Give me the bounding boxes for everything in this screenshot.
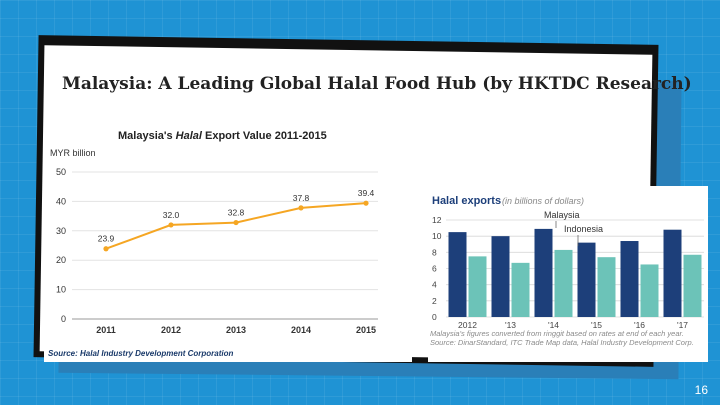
line-chart-xtick-label: 2013	[226, 325, 246, 335]
legend-indonesia: Indonesia	[564, 224, 603, 234]
line-chart-data-label: 23.9	[98, 234, 115, 244]
line-chart-title: Malaysia's Halal Export Value 2011-2015	[118, 130, 327, 142]
line-chart-point	[103, 246, 109, 252]
slide-title-main: Malaysia: A Leading Global Halal Food Hu…	[62, 74, 477, 94]
bar-indonesia	[511, 262, 530, 317]
line-chart-ytick-label: 50	[56, 167, 66, 177]
legend-malaysia: Malaysia	[544, 210, 580, 220]
line-chart-data-label: 37.8	[293, 193, 310, 203]
bar-indonesia	[597, 257, 616, 317]
slide-title-source: (by HKTDC Research)	[482, 74, 692, 94]
bar-chart-ytick-label: 12	[432, 215, 442, 225]
bar-chart-svg: Halal exports (in billions of dollars) 0…	[430, 195, 704, 347]
bar-chart-xtick-label: '15	[591, 320, 602, 330]
line-chart-ytick-label: 40	[56, 196, 66, 206]
line-chart-xtick-label: 2011	[96, 325, 116, 335]
bar-malaysia	[577, 242, 596, 317]
bar-chart-ytick-label: 6	[432, 264, 437, 274]
line-chart-point	[233, 219, 239, 226]
bar-malaysia	[534, 228, 553, 317]
bar-chart-subtitle: (in billions of dollars)	[502, 196, 584, 206]
bar-chart-xtick-label: 2012	[458, 320, 477, 330]
bar-malaysia	[620, 241, 639, 317]
line-chart-xtick-label: 2014	[291, 325, 311, 335]
bar-malaysia	[448, 232, 467, 317]
line-chart-data-label: 32.8	[228, 208, 245, 218]
bar-chart-ytick-label: 8	[432, 247, 437, 257]
line-chart-data-label: 39.4	[358, 188, 375, 198]
bar-chart-title: Halal exports	[432, 195, 501, 207]
line-chart-ytick-label: 10	[56, 285, 66, 295]
bar-chart-xtick-label: '17	[677, 320, 688, 330]
line-chart-ytick-label: 0	[61, 314, 66, 324]
bar-chart-ytick-label: 0	[432, 312, 437, 322]
line-chart-ylabel: MYR billion	[50, 148, 96, 158]
line-chart-point	[298, 205, 304, 211]
halal-exports-bar-chart: Halal exports (in billions of dollars) 0…	[428, 186, 708, 362]
bar-indonesia	[640, 264, 659, 317]
line-chart-data-label: 32.0	[163, 210, 180, 220]
bar-chart-xtick-label: '14	[548, 320, 559, 330]
line-chart-point	[363, 200, 369, 206]
bar-indonesia	[468, 256, 487, 317]
bar-chart-note-box: Malaysia's figures converted from ringgi…	[430, 330, 694, 347]
halal-export-line-chart: Malaysia's Halal Export Value 2011-2015 …	[44, 122, 412, 362]
line-chart-xtick-label: 2015	[356, 325, 376, 335]
bar-chart-xtick-label: '13	[505, 320, 516, 330]
bar-chart-ytick-label: 4	[432, 280, 437, 290]
line-chart-svg: Malaysia's Halal Export Value 2011-2015 …	[48, 130, 378, 358]
line-chart-ytick-label: 30	[56, 226, 66, 236]
line-chart-point	[168, 222, 174, 228]
slide-title: Malaysia: A Leading Global Halal Food Hu…	[62, 74, 692, 94]
bar-indonesia	[554, 249, 573, 317]
line-chart-xtick-label: 2012	[161, 325, 181, 335]
line-chart-source: Source: Halal Industry Development Corpo…	[48, 349, 233, 358]
bar-chart-note: Malaysia's figures converted from ringgi…	[430, 330, 694, 347]
bar-chart-xtick-label: '16	[634, 320, 645, 330]
page-number: 16	[694, 383, 708, 397]
bar-malaysia	[663, 229, 682, 317]
bar-chart-ytick-label: 2	[432, 296, 437, 306]
bar-indonesia	[683, 254, 702, 317]
bar-chart-ytick-label: 10	[432, 231, 442, 241]
bar-malaysia	[491, 236, 510, 317]
line-chart-ytick-label: 20	[56, 255, 66, 265]
